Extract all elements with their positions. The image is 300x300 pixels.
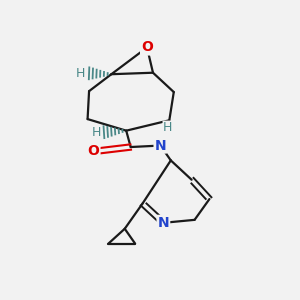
- Text: N: N: [158, 216, 169, 230]
- Text: N: N: [154, 139, 166, 152]
- Text: H: H: [92, 126, 101, 139]
- Text: O: O: [141, 40, 153, 55]
- Text: O: O: [88, 145, 100, 158]
- Text: H: H: [76, 67, 86, 80]
- Text: H: H: [163, 121, 172, 134]
